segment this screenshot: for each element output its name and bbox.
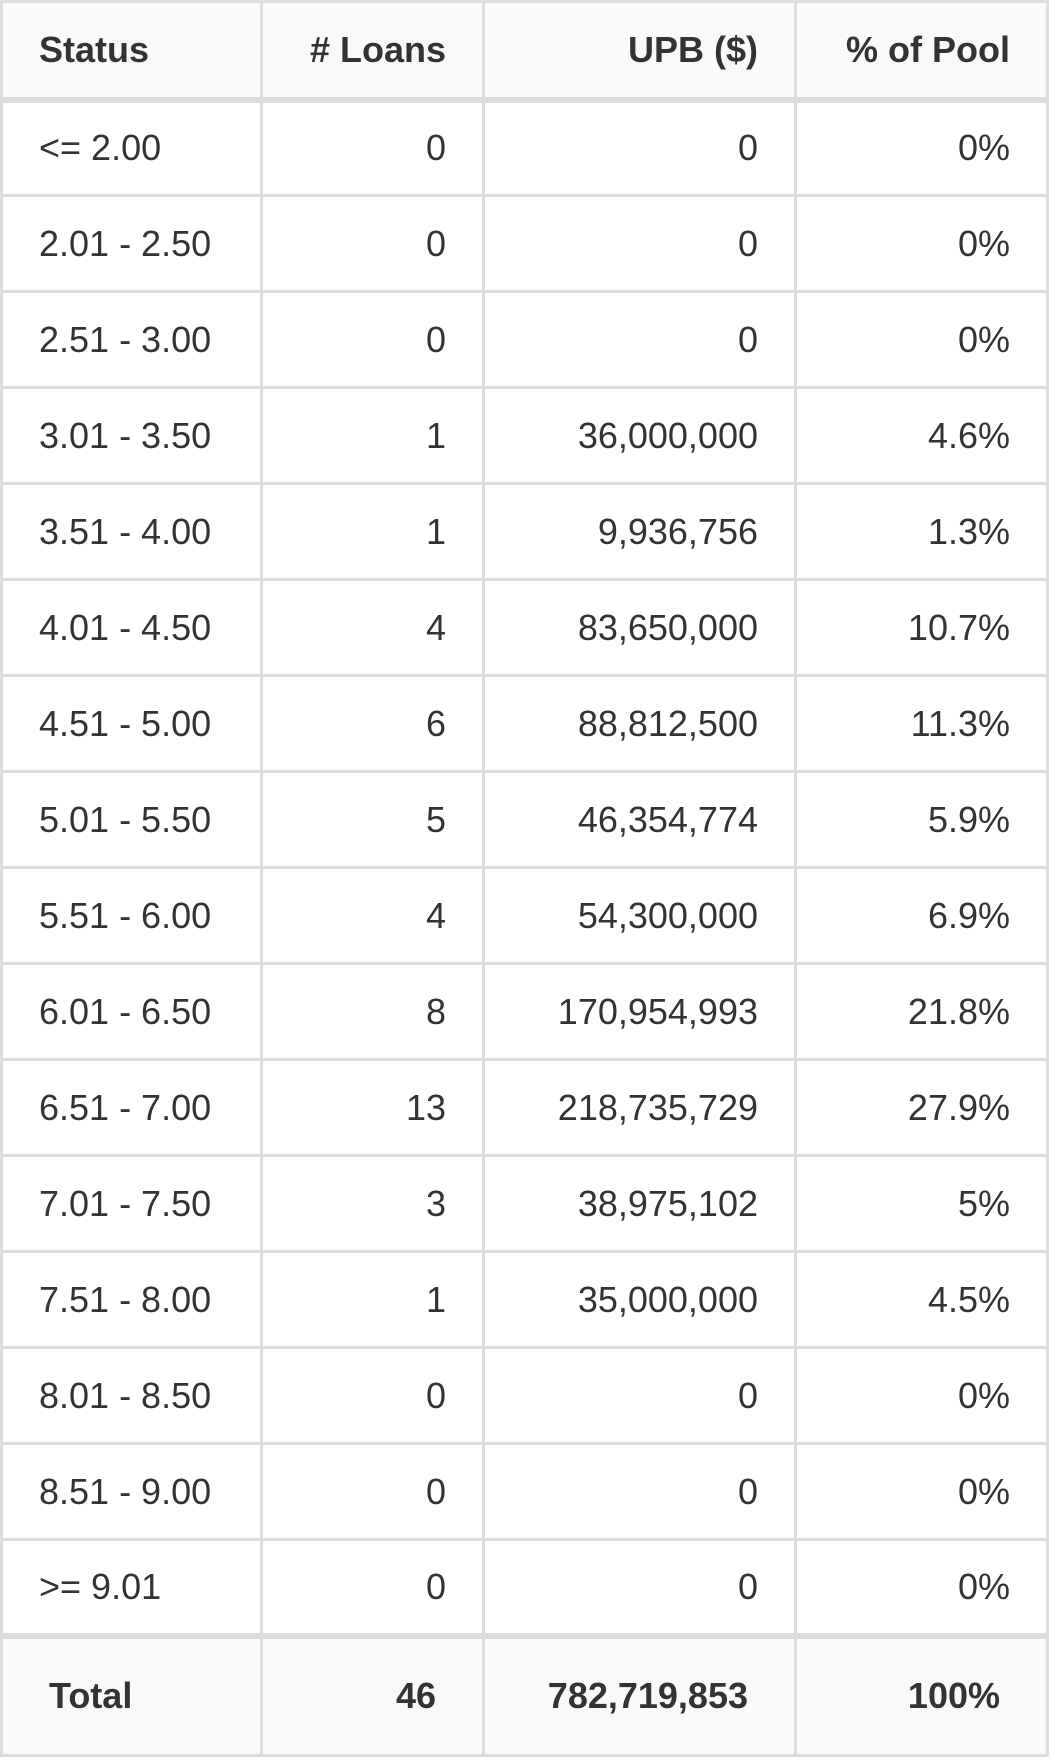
cell-pool-percent: 6.9% [794,866,1049,965]
cell-pool-percent: 0% [794,1538,1049,1637]
cell-pool-percent: 5.9% [794,770,1049,869]
cell-loans: 0 [260,194,485,293]
cell-loans: 1 [260,386,485,485]
cell-loans: 4 [260,578,485,677]
cell-upb: 88,812,500 [482,674,797,773]
total-pool-percent: 100% [794,1632,1049,1757]
column-header-pool-percent: % of Pool [794,0,1049,103]
cell-loans: 5 [260,770,485,869]
cell-loans: 1 [260,1250,485,1349]
table-row: 3.01 - 3.50 1 36,000,000 4.6% [0,386,1049,485]
cell-upb: 36,000,000 [482,386,797,485]
cell-pool-percent: 5% [794,1154,1049,1253]
cell-upb: 0 [482,1538,797,1637]
cell-loans: 0 [260,1442,485,1541]
cell-loans: 8 [260,962,485,1061]
cell-upb: 170,954,993 [482,962,797,1061]
cell-status: 6.51 - 7.00 [0,1058,263,1157]
cell-upb: 54,300,000 [482,866,797,965]
total-loans: 46 [260,1632,485,1757]
cell-upb: 0 [482,98,797,197]
cell-pool-percent: 21.8% [794,962,1049,1061]
table-row: >= 9.01 0 0 0% [0,1538,1049,1637]
cell-pool-percent: 4.5% [794,1250,1049,1349]
table-row: <= 2.00 0 0 0% [0,98,1049,197]
table-row: 2.51 - 3.00 0 0 0% [0,290,1049,389]
cell-status: 8.01 - 8.50 [0,1346,263,1445]
cell-pool-percent: 0% [794,194,1049,293]
table-row: 6.51 - 7.00 13 218,735,729 27.9% [0,1058,1049,1157]
cell-pool-percent: 4.6% [794,386,1049,485]
table-row: 7.01 - 7.50 3 38,975,102 5% [0,1154,1049,1253]
cell-upb: 38,975,102 [482,1154,797,1253]
total-label: Total [0,1632,263,1757]
cell-upb: 0 [482,1442,797,1541]
cell-loans: 0 [260,98,485,197]
cell-status: 7.01 - 7.50 [0,1154,263,1253]
cell-upb: 35,000,000 [482,1250,797,1349]
table-row: 5.51 - 6.00 4 54,300,000 6.9% [0,866,1049,965]
cell-loans: 0 [260,1538,485,1637]
cell-loans: 1 [260,482,485,581]
cell-status: <= 2.00 [0,98,263,197]
cell-upb: 0 [482,290,797,389]
cell-status: 3.01 - 3.50 [0,386,263,485]
table-row: 4.51 - 5.00 6 88,812,500 11.3% [0,674,1049,773]
table-row: 8.51 - 9.00 0 0 0% [0,1442,1049,1541]
cell-loans: 3 [260,1154,485,1253]
cell-status: >= 9.01 [0,1538,263,1637]
table-row: 3.51 - 4.00 1 9,936,756 1.3% [0,482,1049,581]
column-header-status: Status [0,0,263,103]
cell-loans: 6 [260,674,485,773]
cell-status: 2.51 - 3.00 [0,290,263,389]
table-row: 4.01 - 4.50 4 83,650,000 10.7% [0,578,1049,677]
cell-pool-percent: 27.9% [794,1058,1049,1157]
cell-upb: 218,735,729 [482,1058,797,1157]
cell-pool-percent: 0% [794,98,1049,197]
cell-loans: 0 [260,1346,485,1445]
cell-upb: 83,650,000 [482,578,797,677]
cell-pool-percent: 1.3% [794,482,1049,581]
cell-pool-percent: 10.7% [794,578,1049,677]
total-row: Total 46 782,719,853 100% [0,1632,1049,1757]
column-header-upb: UPB ($) [482,0,797,103]
table-row: 7.51 - 8.00 1 35,000,000 4.5% [0,1250,1049,1349]
cell-pool-percent: 0% [794,290,1049,389]
cell-status: 8.51 - 9.00 [0,1442,263,1541]
cell-loans: 13 [260,1058,485,1157]
cell-status: 2.01 - 2.50 [0,194,263,293]
cell-status: 5.51 - 6.00 [0,866,263,965]
table-row: 8.01 - 8.50 0 0 0% [0,1346,1049,1445]
table-row: 6.01 - 6.50 8 170,954,993 21.8% [0,962,1049,1061]
cell-status: 5.01 - 5.50 [0,770,263,869]
table-header: Status # Loans UPB ($) % of Pool [0,0,1049,103]
cell-upb: 0 [482,1346,797,1445]
cell-status: 4.51 - 5.00 [0,674,263,773]
table-row: 2.01 - 2.50 0 0 0% [0,194,1049,293]
cell-upb: 0 [482,194,797,293]
cell-status: 3.51 - 4.00 [0,482,263,581]
cell-status: 4.01 - 4.50 [0,578,263,677]
cell-upb: 9,936,756 [482,482,797,581]
cell-status: 6.01 - 6.50 [0,962,263,1061]
table-row: 5.01 - 5.50 5 46,354,774 5.9% [0,770,1049,869]
cell-pool-percent: 0% [794,1442,1049,1541]
cell-pool-percent: 11.3% [794,674,1049,773]
cell-loans: 4 [260,866,485,965]
cell-pool-percent: 0% [794,1346,1049,1445]
cell-status: 7.51 - 8.00 [0,1250,263,1349]
column-header-loans: # Loans [260,0,485,103]
header-row: Status # Loans UPB ($) % of Pool [0,0,1049,103]
table-footer: Total 46 782,719,853 100% [0,1632,1049,1757]
cell-upb: 46,354,774 [482,770,797,869]
total-upb: 782,719,853 [482,1632,797,1757]
table-body: <= 2.00 0 0 0% 2.01 - 2.50 0 0 0% 2.51 - 3.00 0 0 0… [0,98,1049,1637]
cell-loans: 0 [260,290,485,389]
